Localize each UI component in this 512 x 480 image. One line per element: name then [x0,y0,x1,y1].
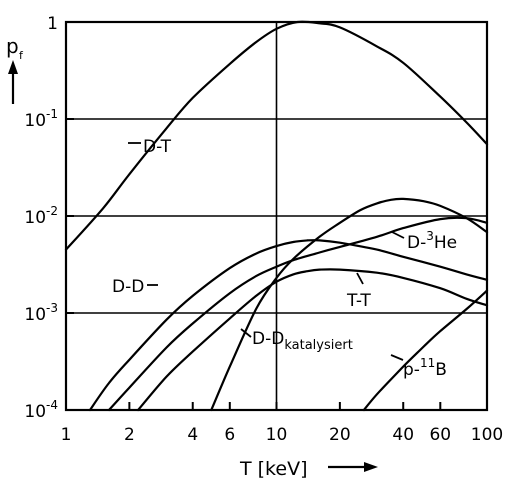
y-tick-label: 10-2 [24,204,58,228]
curve-label-text: D-Dkatalysiert [252,329,353,353]
curve-p-11b [362,289,489,412]
curve-label-tt: T-T [346,272,371,311]
y-axis-arrow-icon [8,60,18,104]
curve-d-3he [210,197,489,412]
y-tick-label: 1 [47,14,58,34]
x-tick-label: 10 [266,425,288,445]
curve-label-text: D-3He [407,229,457,253]
x-tick-label: 6 [224,425,235,445]
curves [64,20,489,412]
label-leader-line [391,231,405,239]
curve-label-dd: D-D [112,277,158,297]
y-tick-label: 10-4 [24,398,58,422]
curve-label-text: D-D [112,277,144,297]
label-leader-line [356,272,364,285]
curve-label-text: p-11B [403,356,447,380]
y-tick-label: 10-3 [24,301,58,325]
curve-label-text: T-T [346,291,371,311]
x-tick-label: 40 [392,425,414,445]
curve-t-t [137,268,489,412]
plot-area: 1 2 4 6 10 20 40 60 100 10-4 10-3 10-2 10-1 1 [24,14,503,445]
curve-label-pb: p-11B [390,354,447,380]
curve-labels: D-T D-D D-3He T-T D-Dkatalysiert p-11B [112,137,457,380]
y-tick-label: 10-1 [24,107,58,131]
curve-label-dt: D-T [128,137,172,157]
x-tick-label: 20 [329,425,351,445]
label-leader-line [240,328,252,338]
y-axis-label-subscript: f [19,49,24,62]
x-axis-title: T [keV] [239,458,378,480]
x-axis-arrow-icon [328,462,378,472]
x-tick-label: 2 [124,425,135,445]
x-tick-label: 4 [187,425,198,445]
x-axis-label: T [keV] [239,458,307,480]
x-tick-label: 60 [429,425,451,445]
curve-label-ddk: D-Dkatalysiert [240,328,353,353]
x-tick-label: 1 [61,425,72,445]
curve-label-text: D-T [143,137,172,157]
curve-d-d [88,239,489,412]
label-leader-line [390,354,404,361]
x-tick-label: 100 [471,425,503,445]
gridlines [66,22,487,410]
curve-d-t [64,20,489,251]
curve-label-dhe3: D-3He [391,229,457,253]
curve-d-dkatalysiert [107,216,489,412]
y-axis-title: p f [6,34,24,104]
axis-ticks: 1 2 4 6 10 20 40 60 100 10-4 10-3 10-2 10-1 1 [24,14,503,445]
y-axis-label: p [6,34,19,58]
